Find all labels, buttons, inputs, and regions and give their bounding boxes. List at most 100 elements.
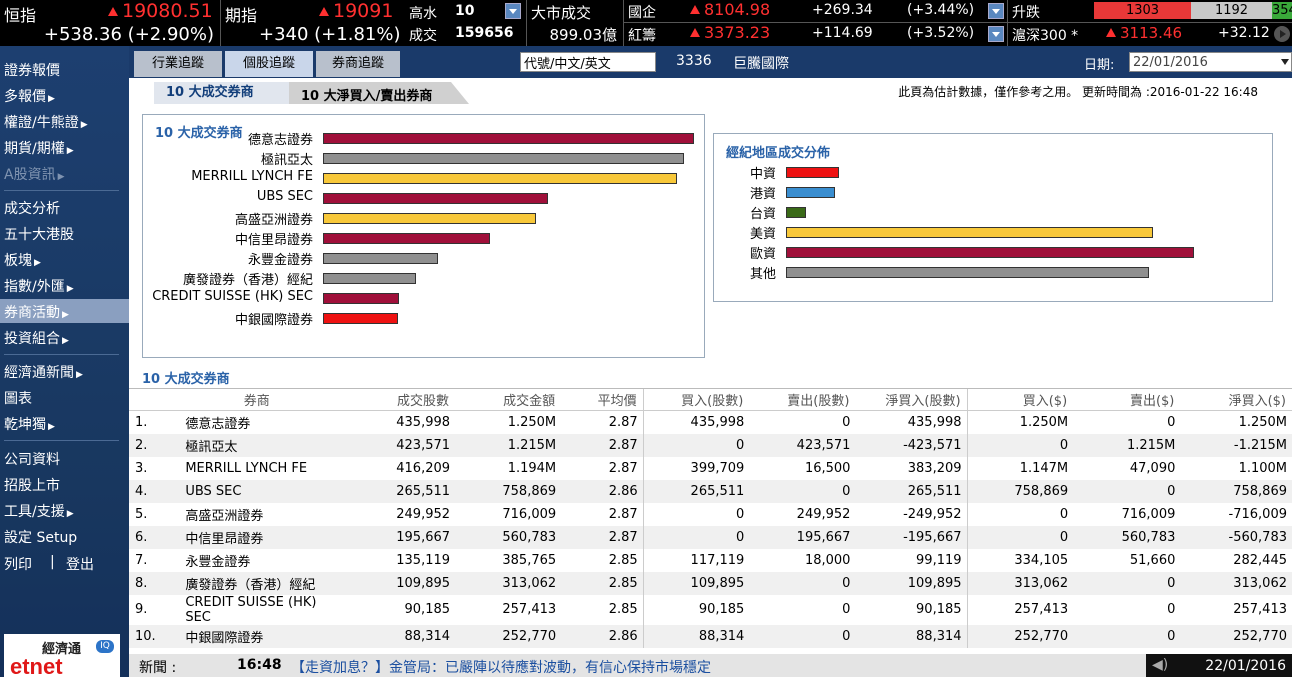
date-select[interactable]: 22/01/2016 xyxy=(1129,52,1292,72)
hsi-label: 恒指 xyxy=(4,6,37,25)
broker-cell: 永豐金證券 xyxy=(185,554,251,570)
sidebar-item-tools[interactable]: 工具/支援 ▶ xyxy=(4,504,74,520)
expand-arrow-icon: ▶ xyxy=(57,172,65,182)
logo-badge: IQ xyxy=(96,640,114,653)
sidebar-item-portfolio[interactable]: 投資組合 ▶ xyxy=(4,331,69,347)
tab-industry[interactable]: 行業追蹤 xyxy=(134,51,222,77)
hscei-dropdown-icon[interactable] xyxy=(988,3,1004,19)
redchip-cell[interactable]: 紅籌 3373.23 +114.69 (+3.52%) xyxy=(624,23,1008,46)
value-cell: 282,445 xyxy=(1233,552,1287,568)
hscei-cell[interactable]: 國企 8104.98 +269.34 (+3.44%) xyxy=(624,0,1008,23)
col-net-amount: 淨買入($) xyxy=(1180,388,1292,411)
sidebar-item-settings[interactable]: 設定 Setup xyxy=(4,530,78,546)
search-input[interactable] xyxy=(520,52,656,72)
sidebar-item-print[interactable]: 列印 xyxy=(4,557,32,573)
sidebar-item-multi-quotes[interactable]: 多報價 ▶ xyxy=(4,89,55,105)
table-row[interactable]: 10. 中銀國際證券 88,314 252,770 2.86 88,314 0 88,314 2… xyxy=(129,624,1292,648)
futures-turnover-label: 成交 xyxy=(409,28,437,44)
value-cell: 135,119 xyxy=(396,552,451,568)
sidebar-item-a-shares[interactable]: A股資訊 ▶ xyxy=(4,167,65,183)
sidebar-item-charts[interactable]: 圖表 xyxy=(4,391,32,407)
csi300-label: 滬深300 * xyxy=(1012,28,1079,44)
subtab-top10[interactable]: 10 大成交券商 xyxy=(154,82,289,104)
sidebar-item-company-info[interactable]: 公司資料 xyxy=(4,452,60,468)
bar-label: 中銀國際證券 xyxy=(234,313,313,328)
bar-label: 中信里昂證券 xyxy=(234,233,313,248)
bar-label: 港資 xyxy=(749,187,776,202)
news-ticker[interactable]: 新聞 : 16:48 【走資加息？】金管局：已嚴陣以待應對波動，有信心保持市場穩… xyxy=(129,654,1292,677)
value-cell: -716,009 xyxy=(1228,506,1287,522)
sidebar-item-news[interactable]: 經濟通新聞 ▶ xyxy=(4,365,83,381)
premium-dropdown-icon[interactable] xyxy=(505,3,521,19)
col-avg-price: 平均價 xyxy=(561,388,644,411)
value-cell: 0 xyxy=(749,571,856,595)
tab-stock[interactable]: 個股追蹤 xyxy=(225,51,313,77)
play-icon[interactable] xyxy=(1274,26,1290,42)
sidebar-item-sectors[interactable]: 板塊 ▶ xyxy=(4,253,41,269)
sidebar-item-logout[interactable]: 登出 xyxy=(66,557,94,573)
value-cell: 0 xyxy=(749,479,856,503)
bar xyxy=(323,133,694,144)
hsi-cell[interactable]: 恒指 19080.51 +538.36 (+2.90%) xyxy=(0,0,221,46)
value-cell: 0 xyxy=(1073,624,1181,648)
bar-label: CREDIT SUISSE (HK) SEC xyxy=(152,289,313,304)
col-turnover: 成交金額 xyxy=(455,388,562,411)
value-cell: -560,783 xyxy=(1180,525,1292,549)
table-row[interactable]: 1. 德意志證券 435,998 1.250M 2.87 435,998 0 435,998 1… xyxy=(129,410,1292,434)
futures-cell[interactable]: 期指 19091 高水 10 +340 (+1.81%) 成交 159656 xyxy=(221,0,527,46)
sidebar-item-trade-analysis[interactable]: 成交分析 xyxy=(4,201,60,217)
expand-arrow-icon: ▶ xyxy=(62,310,69,320)
csi300-cell[interactable]: 滬深300 * 3113.46 +32.12 xyxy=(1008,23,1292,46)
table-row[interactable]: 2. 極訊亞太 423,571 1.215M 2.87 0 423,571 -423,571 0… xyxy=(129,433,1292,457)
value-cell: 2.87 xyxy=(561,525,644,549)
table-row[interactable]: 8. 廣發證券（香港）經紀 109,895 313,062 2.85 109,895 0 10… xyxy=(129,571,1292,595)
table-row[interactable]: 7. 永豐金證券 135,119 385,765 2.85 117,119 18,000 99… xyxy=(129,548,1292,572)
speaker-icon[interactable]: ◀) xyxy=(1152,657,1169,673)
redchip-pct: (+3.52%) xyxy=(907,25,975,41)
expand-arrow-icon: ▶ xyxy=(80,120,88,130)
table-row[interactable]: 5. 高盛亞洲證券 249,952 716,009 2.87 0 249,952 -249,9… xyxy=(129,502,1292,526)
bar xyxy=(323,293,399,304)
redchip-value: 3373.23 xyxy=(690,23,770,42)
redchip-dropdown-icon[interactable] xyxy=(988,26,1004,42)
table-row[interactable]: 6. 中信里昂證券 195,667 560,783 2.87 0 195,667 -195,6… xyxy=(129,525,1292,549)
broker-cell: 德意志證券 xyxy=(185,416,251,432)
bar xyxy=(323,193,548,204)
up-arrow-icon xyxy=(690,5,700,14)
breadth-up: 1303 xyxy=(1094,2,1191,19)
value-cell: 560,783 xyxy=(1073,525,1181,549)
table-row[interactable]: 4. UBS SEC 265,511 758,869 2.86 265,511 0 265,5… xyxy=(129,479,1292,503)
tab-broker[interactable]: 券商追蹤 xyxy=(316,51,400,77)
table-row[interactable]: 9. CREDIT SUISSE (HK) SEC 90,185 257,413 2.8… xyxy=(129,594,1292,625)
breadth-label: 升跌 xyxy=(1012,5,1040,21)
bar xyxy=(786,167,839,178)
col-net-shares: 淨買入(股數) xyxy=(855,388,968,411)
value-cell: -423,571 xyxy=(855,433,968,457)
sidebar-item-quotes[interactable]: 證券報價 xyxy=(4,63,60,79)
sidebar-divider xyxy=(4,440,119,441)
sidebar-item-top50[interactable]: 五十大港股 xyxy=(4,227,74,243)
expand-arrow-icon: ▶ xyxy=(76,370,83,380)
news-headline[interactable]: 【走資加息？】金管局：已嚴陣以待應對波動，有信心保持市場穩定 xyxy=(291,660,711,676)
sidebar-item-broker-activity[interactable]: 券商活動 ▶ xyxy=(4,305,69,321)
subtab-top10-net[interactable]: 10 大淨買入/賣出券商 xyxy=(289,82,469,104)
value-cell: 252,770 xyxy=(1180,624,1292,648)
expand-arrow-icon: ▶ xyxy=(66,284,74,294)
col-broker: 券商 xyxy=(179,388,341,411)
sidebar-item-index-fx[interactable]: 指數/外匯 ▶ xyxy=(4,279,74,295)
sidebar-item-qiankun[interactable]: 乾坤獨 ▶ xyxy=(4,417,55,433)
value-cell: 265,511 xyxy=(340,479,456,503)
sidebar-item-warrants[interactable]: 權證/牛熊證 ▶ xyxy=(4,115,88,131)
col-volume: 成交股數 xyxy=(340,388,456,411)
bar-label: 其他 xyxy=(749,267,776,282)
sidebar-item-futures-options[interactable]: 期貨/期權 ▶ xyxy=(4,141,74,157)
sidebar-item-ipo[interactable]: 招股上市 xyxy=(4,478,60,494)
broker-cell: 中信里昂證券 xyxy=(179,525,341,549)
col-buy-shares: 買入(股數) xyxy=(642,388,750,411)
value-cell: 195,667 xyxy=(749,525,856,549)
table-row[interactable]: 3. MERRILL LYNCH FE 416,209 1.194M 2.87 399,7… xyxy=(129,456,1292,480)
bar xyxy=(323,153,684,164)
tab-bar: 行業追蹤 個股追蹤 券商追蹤 3336 巨騰國際 日期: 22/01/2016 xyxy=(129,46,1292,78)
value-cell: 2.85 xyxy=(608,602,638,617)
chart-left-title: 10 大成交券商 xyxy=(155,126,243,141)
